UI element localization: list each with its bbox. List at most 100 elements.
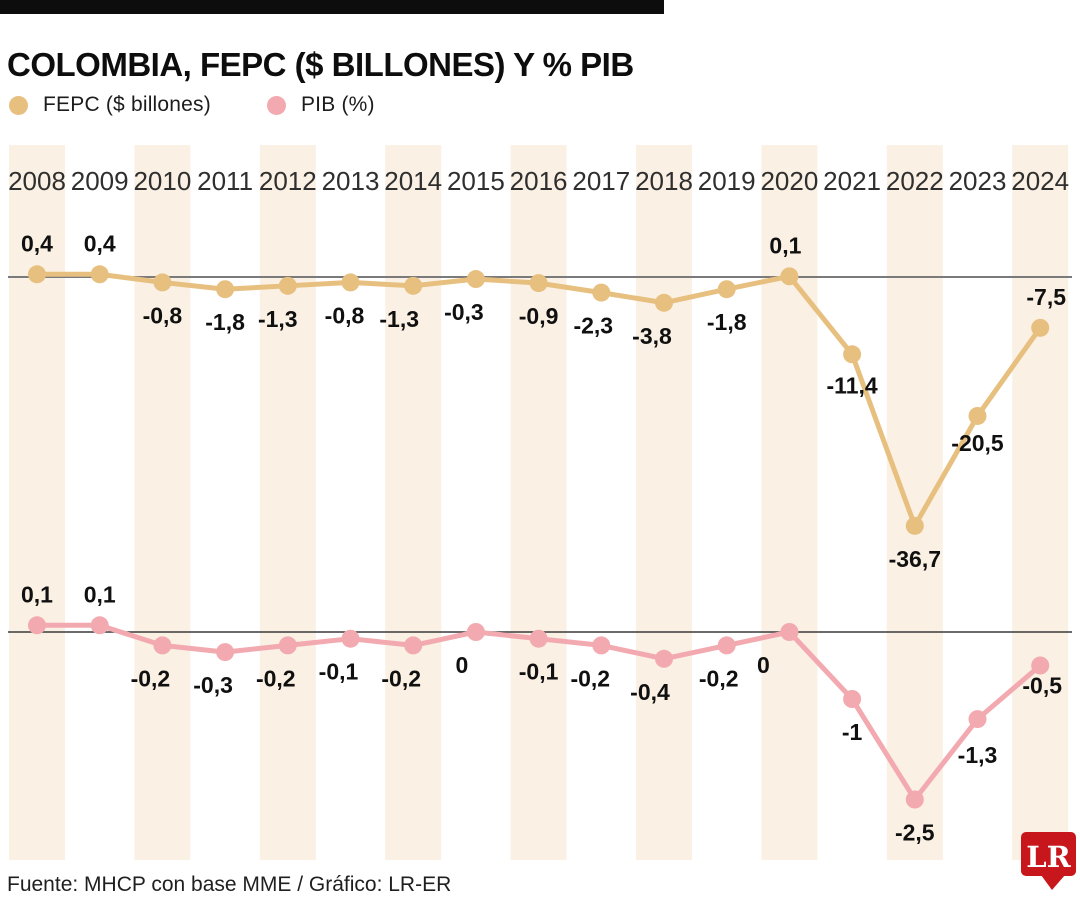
fepc-value-label-2014: -1,3 [379, 306, 419, 332]
pib-value-label-2012: -0,2 [256, 665, 296, 691]
year-label-2024: 2024 [1011, 166, 1069, 196]
pib-value-label-2010: -0,2 [131, 665, 171, 691]
fepc-value-label-2021: -11,4 [827, 372, 878, 398]
pib-point-2018 [655, 649, 673, 668]
year-stripe-2016 [510, 145, 567, 860]
fepc-point-2010 [153, 273, 172, 292]
pib-value-label-2013: -0,1 [319, 659, 359, 685]
fepc-value-label-2022: -36,7 [889, 546, 941, 572]
legend-item-pib: PIB (%) [266, 93, 375, 117]
source-credit: Fuente: MHCP con base MME / Gráfico: LR-… [7, 873, 452, 896]
year-label-2017: 2017 [572, 166, 630, 196]
pib-point-2009 [90, 616, 109, 635]
pib-value-label-2011: -0,3 [193, 672, 233, 698]
pib-value-label-2023: -1,3 [958, 742, 998, 768]
year-stripe-2022 [886, 145, 943, 860]
fepc-value-label-2008: 0,4 [21, 230, 53, 256]
fepc-point-2019 [717, 280, 736, 299]
year-label-2012: 2012 [259, 166, 317, 196]
dual-line-chart: 2008 2009 2010 2011 2012 2013 2014 2015 2016 2017… [8, 145, 1072, 860]
year-label-2011: 2011 [197, 166, 253, 196]
legend-label-fepc: FEPC ($ billones) [43, 93, 211, 116]
pib-point-2017 [592, 636, 611, 655]
fepc-legend-dot-icon [9, 95, 28, 115]
fepc-value-label-2016: -0,9 [519, 303, 559, 329]
pib-value-label-2015: 0 [456, 652, 469, 678]
chart-legend: FEPC ($ billones) PIB (%) [9, 93, 431, 117]
fepc-value-label-2012: -1,3 [258, 306, 298, 332]
pib-value-label-2014: -0,2 [381, 665, 421, 691]
fepc-point-2016 [529, 274, 548, 293]
year-label-2021: 2021 [823, 166, 881, 196]
page-title: COLOMBIA, FEPC ($ BILLONES) Y % PIB [7, 46, 634, 84]
year-stripe-2008 [9, 145, 65, 860]
fepc-value-label-2018: -3,8 [632, 323, 672, 349]
pib-point-2014 [404, 636, 423, 655]
fepc-point-2014 [404, 276, 423, 295]
year-stripe-2020 [761, 145, 818, 860]
legend-label-pib: PIB (%) [300, 93, 375, 116]
pib-point-2023 [968, 710, 987, 729]
fepc-point-2023 [968, 406, 987, 425]
pib-value-label-2008: 0,1 [21, 581, 53, 607]
lr-logo: LR [1021, 832, 1076, 890]
fepc-point-2018 [655, 293, 673, 312]
pib-value-label-2021: -1 [842, 719, 863, 745]
fepc-point-2024 [1031, 318, 1050, 337]
pib-point-2010 [153, 636, 172, 655]
top-accent-bar [0, 0, 664, 14]
year-stripe-2018 [636, 145, 692, 860]
fepc-value-label-2013: -0,8 [325, 302, 365, 328]
fepc-value-label-2020: 0,1 [769, 232, 801, 258]
pib-point-2012 [278, 636, 297, 655]
fepc-point-2011 [216, 280, 235, 299]
year-label-2009: 2009 [71, 166, 129, 196]
pib-value-label-2009: 0,1 [84, 581, 116, 607]
fepc-value-label-2011: -1,8 [205, 309, 245, 335]
fepc-point-2012 [278, 276, 297, 295]
lr-logo-background [1021, 832, 1076, 876]
pib-point-2020 [780, 623, 799, 641]
fepc-point-2021 [843, 345, 862, 364]
fepc-value-label-2015: -0,3 [444, 299, 484, 325]
pib-point-2016 [529, 629, 548, 648]
fepc-value-label-2019: -1,8 [707, 309, 747, 335]
fepc-point-2009 [90, 265, 109, 284]
legend-item-fepc: FEPC ($ billones) [9, 93, 211, 117]
fepc-point-2017 [592, 283, 611, 302]
fepc-value-label-2017: -2,3 [573, 313, 613, 339]
pib-value-label-2024: -0,5 [1022, 673, 1062, 699]
pib-point-2021 [843, 690, 862, 708]
pib-value-label-2022: -2,5 [895, 820, 935, 846]
pib-point-2019 [717, 636, 736, 655]
lr-logo-text: LR [1026, 840, 1071, 874]
pib-value-label-2017: -0,2 [570, 665, 610, 691]
pib-legend-dot-icon [266, 95, 286, 115]
fepc-point-2008 [28, 265, 46, 284]
year-label-2008: 2008 [8, 166, 66, 196]
pib-point-2015 [466, 623, 485, 641]
pib-value-label-2018: -0,4 [630, 679, 670, 705]
year-stripe-2024 [1012, 145, 1069, 860]
year-label-2020: 2020 [760, 166, 818, 196]
year-label-2018: 2018 [635, 166, 693, 196]
pib-point-2024 [1031, 656, 1050, 675]
year-stripe-2010 [134, 145, 191, 860]
year-label-2014: 2014 [384, 166, 442, 196]
year-label-2010: 2010 [133, 166, 191, 196]
fepc-value-label-2023: -20,5 [951, 430, 1004, 456]
pib-point-2008 [28, 616, 46, 635]
fepc-point-2013 [341, 273, 360, 292]
year-label-2023: 2023 [949, 166, 1007, 196]
fepc-value-label-2009: 0,4 [84, 230, 116, 256]
fepc-point-2022 [905, 516, 924, 535]
pib-point-2013 [341, 629, 360, 648]
pib-value-label-2016: -0,1 [519, 659, 559, 685]
fepc-value-label-2010: -0,8 [143, 302, 183, 328]
lr-logo-tail [1041, 875, 1065, 890]
year-label-2016: 2016 [510, 166, 568, 196]
pib-point-2011 [216, 643, 235, 662]
pib-value-label-2019: -0,2 [699, 665, 739, 691]
year-label-2015: 2015 [447, 166, 505, 196]
